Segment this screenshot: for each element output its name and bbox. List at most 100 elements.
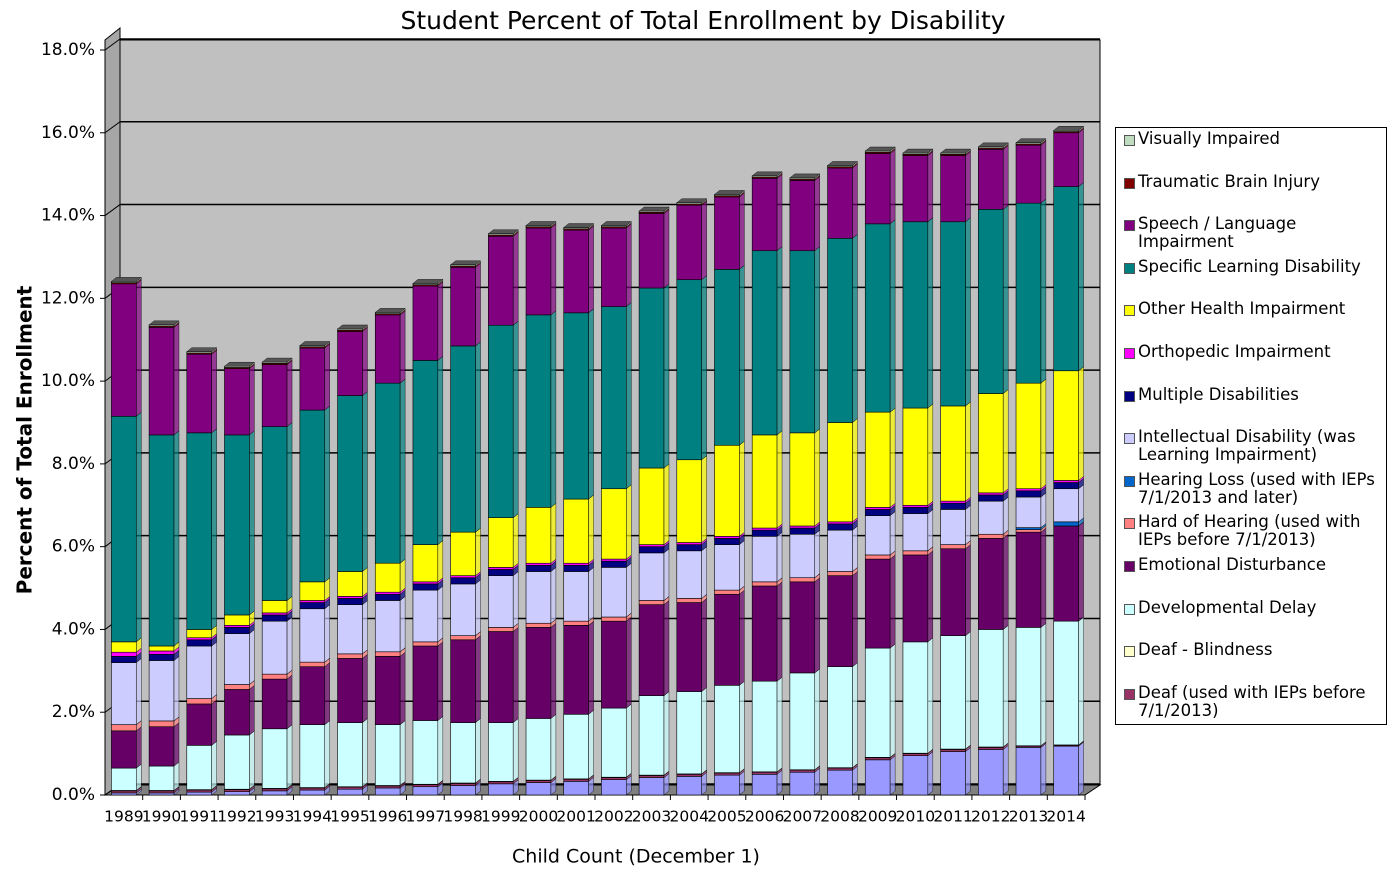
x-tick-label: 2005 [707,808,746,826]
bar-segment [638,544,665,547]
bar-segment [902,221,929,409]
bar-segment [224,684,250,690]
x-tick-label: 2010 [896,808,935,826]
bar-side [852,571,858,668]
bar-side [437,540,444,583]
bar-top [110,277,142,282]
bar-segment [224,627,250,634]
bar-segment [563,713,589,780]
bar-side [776,173,783,252]
bar-segment [111,792,137,796]
bar-segment [978,747,1004,750]
bar-segment [148,645,175,652]
x-tick-label: 2012 [971,808,1010,826]
bar-segment [789,769,816,773]
bar-segment [186,745,212,790]
bar-segment [450,583,476,636]
bar-segment [299,600,326,603]
bar-segment [337,596,363,599]
bar-segment [186,645,212,699]
bar-segment [261,678,288,730]
bar-segment [864,757,891,761]
bar-top [186,347,218,352]
bar-side [437,356,444,546]
bar-segment [940,751,966,796]
bar-segment [827,769,853,796]
bar-segment [563,620,589,626]
x-tick-label: 1994 [293,808,332,826]
bar-segment [601,488,627,560]
bar-side [1003,204,1009,394]
bar-segment [299,724,326,788]
bar-segment [1015,144,1042,204]
bar-segment [751,527,778,531]
bar-top [450,260,482,266]
bar-side [211,699,217,746]
bar-segment [186,639,212,647]
bar-side [701,546,707,599]
bar-segment [1015,531,1042,628]
bar-side [513,571,519,628]
bar-segment [563,498,589,564]
legend-swatch [1124,688,1135,700]
bar-side [437,585,444,643]
legend-item: Deaf - Blindness [1116,639,1386,682]
bar-side [399,720,406,786]
bar-side [249,364,255,436]
bar-segment [224,791,250,796]
bar-segment [940,544,966,550]
bar-side [626,484,632,560]
bar-segment [751,529,778,537]
bar-segment [676,774,702,777]
bar-segment [789,533,816,579]
bar-segment [789,250,816,434]
bar-top [223,362,255,367]
bar-segment [902,155,929,223]
bar-segment [940,749,966,752]
bar-segment [978,492,1004,496]
bar-segment [978,629,1004,748]
bar-side [399,596,406,653]
bar-side [626,562,632,618]
bar-segment [412,581,439,585]
bar-segment [940,221,966,407]
bar-segment [111,415,137,643]
bar-side [286,422,293,601]
bar-side [965,401,971,502]
bar-side [173,656,180,722]
bar-segment [978,209,1004,394]
bar-segment [186,791,212,796]
bar-top [864,146,896,152]
bar-segment [525,622,552,628]
x-tick-label: 2002 [594,808,633,826]
bar-side [626,703,632,778]
bar-side [1078,484,1084,523]
legend-item: Intellectual Disability (was Learning Im… [1116,426,1386,469]
bar-segment [676,598,702,603]
bar-side [362,718,368,788]
bar-segment [902,507,929,514]
bar-segment [450,266,476,347]
legend-label: Multiple Disabilities [1138,384,1299,404]
legend-label: Emotional Disturbance [1138,554,1327,574]
bar-segment [261,364,288,427]
bar-segment [111,641,137,653]
bar-segment [751,178,778,252]
bar-side [776,676,783,773]
bar-segment [261,600,288,614]
bar-segment [601,560,627,568]
bar-side [965,151,971,223]
bar-segment [902,554,929,643]
bar-segment [450,722,476,784]
bar-segment [1053,525,1079,622]
bar-segment [751,585,778,682]
bar-side [965,505,971,546]
bar-side [475,635,481,723]
x-tick-label: 1996 [368,808,407,826]
bar-segment [563,229,589,314]
bar-segment [902,641,929,754]
bar-segment [902,550,929,556]
bar-side [249,685,255,736]
bar-side [475,527,481,577]
